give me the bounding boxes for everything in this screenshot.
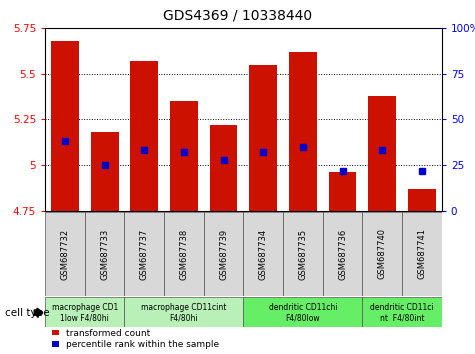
Bar [289, 52, 317, 211]
Legend: transformed count, percentile rank within the sample: transformed count, percentile rank withi… [52, 329, 219, 349]
Bar [91, 132, 118, 211]
Bar [124, 297, 243, 327]
Bar [362, 297, 442, 327]
Text: dendritic CD11ci
nt  F4/80int: dendritic CD11ci nt F4/80int [370, 303, 434, 322]
Text: macrophage CD1
1low F4/80hi: macrophage CD1 1low F4/80hi [52, 303, 118, 322]
Text: GDS4369 / 10338440: GDS4369 / 10338440 [163, 9, 312, 23]
Bar [124, 212, 164, 296]
Bar [402, 212, 442, 296]
Bar [85, 212, 124, 296]
Text: dendritic CD11chi
F4/80low: dendritic CD11chi F4/80low [269, 303, 337, 322]
Text: GSM687736: GSM687736 [338, 228, 347, 280]
Text: GSM687737: GSM687737 [140, 228, 149, 280]
Text: GSM687739: GSM687739 [219, 228, 228, 280]
Bar [408, 189, 436, 211]
Bar [362, 212, 402, 296]
Bar [249, 65, 277, 211]
Text: GSM687735: GSM687735 [298, 228, 307, 280]
Text: cell type: cell type [5, 308, 49, 318]
Bar [45, 297, 124, 327]
Bar [243, 212, 283, 296]
Text: macrophage CD11cint
F4/80hi: macrophage CD11cint F4/80hi [141, 303, 227, 322]
Bar [204, 212, 243, 296]
Text: GSM687738: GSM687738 [180, 228, 189, 280]
Text: GSM687733: GSM687733 [100, 228, 109, 280]
Text: GSM687732: GSM687732 [60, 228, 69, 280]
Bar [210, 125, 238, 211]
Bar [164, 212, 204, 296]
Bar [243, 297, 362, 327]
Text: GSM687741: GSM687741 [418, 228, 427, 280]
Bar [369, 96, 396, 211]
Text: GSM687740: GSM687740 [378, 228, 387, 280]
Bar [323, 212, 362, 296]
Bar [283, 212, 323, 296]
Bar [45, 212, 85, 296]
Bar [51, 41, 79, 211]
Bar [329, 172, 356, 211]
Bar [170, 101, 198, 211]
Text: GSM687734: GSM687734 [259, 228, 268, 280]
Bar [131, 61, 158, 211]
